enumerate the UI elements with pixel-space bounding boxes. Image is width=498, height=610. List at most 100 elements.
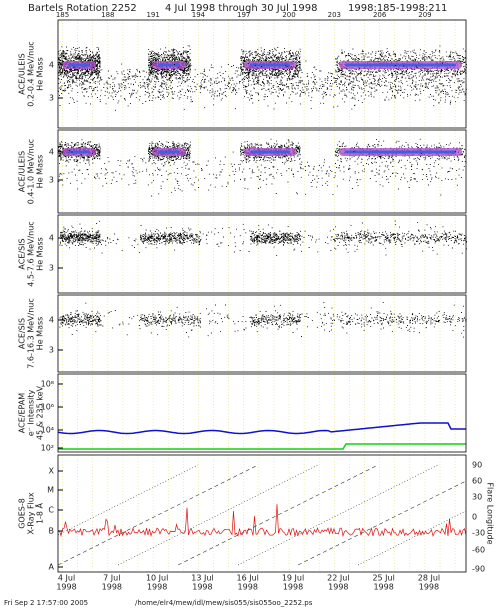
data-cloud xyxy=(250,313,301,329)
panel-label: 0.4-1.0 MeV/nuc xyxy=(27,139,36,204)
y-tick-label: 3 xyxy=(49,264,54,273)
xray-flux xyxy=(57,504,467,538)
flare-track xyxy=(117,464,319,566)
right-tick-label: 90 xyxy=(472,461,482,470)
data-cloud xyxy=(140,311,201,327)
footer-date: Fri Sep 2 17:57:00 2005 xyxy=(4,599,88,607)
x-tick-label: 1998 xyxy=(373,583,393,592)
band-core xyxy=(250,63,290,67)
data-cloud xyxy=(60,312,101,327)
panel-frame xyxy=(57,129,467,214)
x-tick-label: 1998 xyxy=(283,583,303,592)
y-tick-label: X xyxy=(49,467,55,476)
panel-label: 0.2-0.4 MeV/nuc xyxy=(27,41,36,106)
x-tick-label: 1998 xyxy=(192,583,212,592)
x-tick-label: 25 Jul xyxy=(372,574,394,583)
top-tick-label: 185 xyxy=(56,11,69,19)
panel-label: 7.6-16.3 MeV/nuc xyxy=(27,298,36,369)
flare-track xyxy=(357,510,467,566)
x-tick-label: 4 Jul xyxy=(58,574,75,583)
top-tick-label: 206 xyxy=(373,11,387,19)
panel-label: 45 & 235 keV xyxy=(36,385,45,440)
panel-label: ACE/SIS xyxy=(18,238,27,269)
right-tick-label: -60 xyxy=(472,546,485,555)
y-tick-label: 3 xyxy=(49,346,54,355)
flare-track xyxy=(297,480,467,566)
data-cloud xyxy=(250,230,301,246)
x-tick-label: 1998 xyxy=(147,583,167,592)
x-tick-label: 1998 xyxy=(419,583,439,592)
x-tick-label: 7 Jul xyxy=(103,574,120,583)
y-tick-label: 10⁸ xyxy=(41,380,54,389)
x-tick-label: 1998 xyxy=(238,583,258,592)
band-core xyxy=(68,63,90,67)
panel-label: X-Ray Flux xyxy=(27,492,36,534)
right-tick-label: 60 xyxy=(472,477,482,486)
data-cloud xyxy=(60,229,101,247)
x-tick-label: 19 Jul xyxy=(282,574,304,583)
flare-track xyxy=(237,464,439,566)
panel-label: ACE/EPAM xyxy=(18,393,27,434)
panel-label: He Mass xyxy=(36,237,45,271)
footer-path: /home/elr4/mew/idl/mew/sis055/sis055oo_2… xyxy=(135,599,313,607)
panel-label: He Mass xyxy=(36,155,45,189)
x-tick-label: 28 Jul xyxy=(418,574,440,583)
panel-label: He Mass xyxy=(36,57,45,91)
x-tick-label: 22 Jul xyxy=(327,574,349,583)
y-tick-label: 10⁴ xyxy=(41,426,54,435)
data-cloud xyxy=(330,229,467,247)
top-tick-label: 203 xyxy=(328,11,341,19)
y-tick-label: 3 xyxy=(49,94,54,103)
panel-label: ACE/SIS xyxy=(18,318,27,349)
y-tick-label: 4 xyxy=(49,234,54,243)
x-tick-label: 1998 xyxy=(102,583,122,592)
y-tick-label: 4 xyxy=(49,148,54,157)
right-axis-label: Flare Longitude xyxy=(486,482,495,544)
y-tick-label: 10² xyxy=(41,444,54,453)
x-tick-label: 1998 xyxy=(328,583,348,592)
epam-high xyxy=(57,422,466,435)
epam-low xyxy=(58,443,466,450)
band-core xyxy=(250,150,290,154)
band-core xyxy=(158,63,180,67)
y-tick-label: M xyxy=(47,486,54,495)
flare-track xyxy=(57,464,199,536)
panel-label: He Mass xyxy=(36,317,45,351)
panel-label: 4.5-7.6 MeV/nuc xyxy=(27,221,36,286)
data-cloud xyxy=(58,60,467,111)
data-cloud xyxy=(59,302,467,338)
x-tick-label: 13 Jul xyxy=(191,574,213,583)
band-core xyxy=(158,150,180,154)
right-tick-label: 30 xyxy=(472,493,482,502)
y-tick-label: C xyxy=(48,506,54,515)
right-tick-label: 0 xyxy=(472,513,477,522)
x-tick-label: 10 Jul xyxy=(146,574,168,583)
data-cloud xyxy=(58,147,466,197)
y-tick-label: 4 xyxy=(49,316,54,325)
x-tick-label: 16 Jul xyxy=(237,574,259,583)
panel-label: e⁻ Intensity xyxy=(27,389,36,436)
panel-frame xyxy=(57,214,467,294)
y-tick-label: 10⁶ xyxy=(41,403,54,412)
title: Bartels Rotation 2252 xyxy=(28,3,137,14)
top-tick-label: 197 xyxy=(237,11,250,19)
band-core xyxy=(345,150,456,154)
band-core xyxy=(68,150,90,154)
panel-frame xyxy=(57,19,467,129)
panel-frame xyxy=(57,373,467,453)
band-core xyxy=(345,63,456,67)
flare-track xyxy=(57,464,259,566)
y-tick-label: B xyxy=(49,527,55,536)
panel-label: ACE/ULEIS xyxy=(18,53,27,94)
data-cloud xyxy=(140,229,201,246)
y-tick-label: A xyxy=(49,563,55,572)
date-range: 4 Jul 1998 through 30 Jul 1998 xyxy=(165,3,317,14)
top-tick-label: 191 xyxy=(146,11,159,19)
top-tick-label: 188 xyxy=(101,11,114,19)
doy-range: 1998:185-1998:211 xyxy=(348,3,447,14)
panel-label: ACE/ULEIS xyxy=(18,151,27,192)
y-tick-label: 3 xyxy=(49,176,54,185)
right-tick-label: -90 xyxy=(472,565,485,574)
top-tick-label: 209 xyxy=(418,11,431,19)
